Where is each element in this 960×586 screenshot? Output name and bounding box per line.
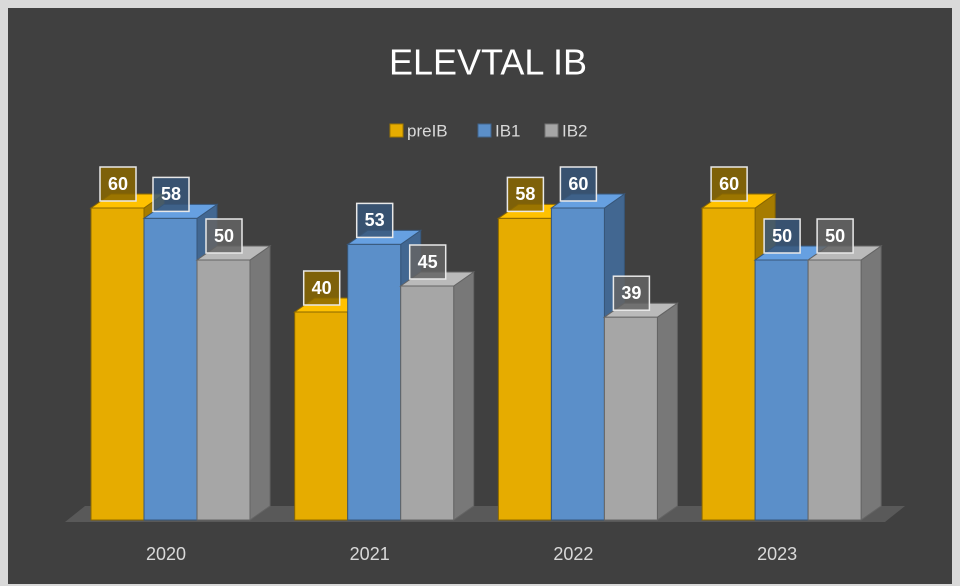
legend-swatch [389,123,404,138]
x-tick-label: 2022 [553,544,593,564]
bar-side [249,245,271,521]
data-label-box [302,270,341,306]
bar [294,311,349,521]
bar [701,207,756,521]
data-label: 39 [621,283,641,303]
bar [497,217,552,521]
bar [90,207,145,521]
data-label: 50 [825,226,845,246]
data-label: 58 [161,184,181,204]
data-label: 60 [719,174,739,194]
data-label: 53 [365,210,385,230]
bar [400,285,455,521]
bar [754,259,809,521]
data-label: 58 [515,184,535,204]
bar [807,259,862,521]
bar-side [860,245,882,521]
bar-side [453,271,475,521]
data-label-box [355,202,394,239]
data-label-box [710,166,748,202]
legend-label: preIB [407,121,448,140]
data-label: 60 [108,174,128,194]
data-label-box [408,244,447,280]
floor [65,506,905,522]
data-label-box [205,218,243,254]
bar [347,243,402,521]
x-tick-label: 2020 [146,544,186,564]
data-label: 50 [214,226,234,246]
legend-swatch [544,123,559,138]
legend-label: IB1 [495,121,521,140]
bar [143,217,198,521]
bar [603,316,658,521]
data-label-box [612,275,651,311]
bar-side [656,302,678,521]
data-label-box [506,176,545,213]
bar [196,259,251,521]
data-label: 60 [568,174,588,194]
data-label-box [99,166,137,202]
data-label-box [559,166,598,202]
data-label: 40 [312,278,332,298]
legend-swatch [477,123,492,138]
data-label-box [816,218,854,254]
data-label: 45 [418,252,438,272]
chart-title: ELEVTAL IB [389,42,587,83]
bar [550,207,605,521]
data-label-box [152,176,190,213]
x-tick-label: 2021 [350,544,390,564]
legend-label: IB2 [562,121,588,140]
x-tick-label: 2023 [757,544,797,564]
data-label: 50 [772,226,792,246]
data-label-box [763,218,801,254]
